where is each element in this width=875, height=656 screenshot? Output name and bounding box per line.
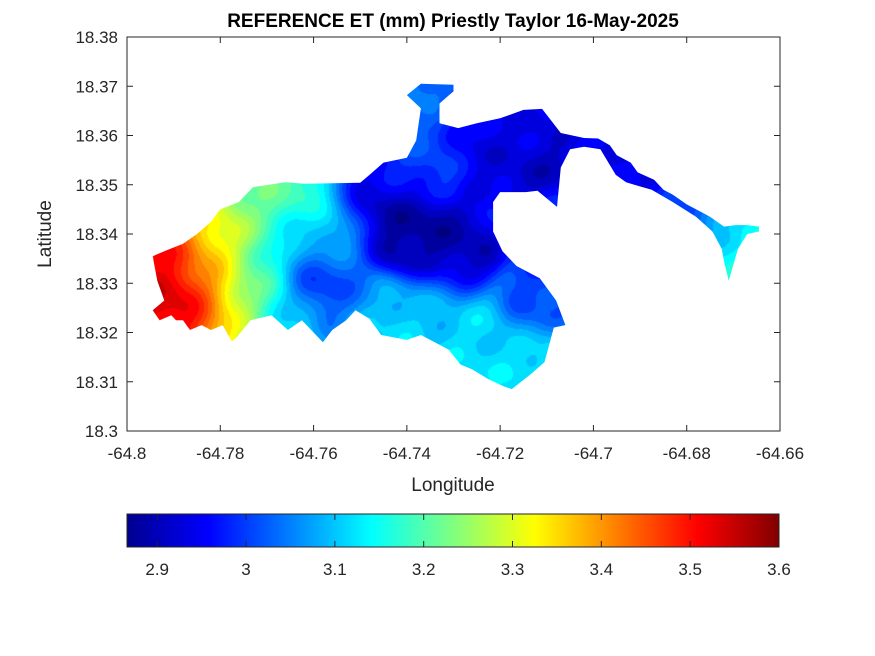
y-tick-label: 18.37	[75, 77, 118, 96]
x-tick-label: -64.68	[663, 444, 711, 463]
colorbar-tick-label: 3.6	[767, 560, 791, 579]
x-tick-label: -64.78	[196, 444, 244, 463]
y-tick-label: 18.36	[75, 127, 118, 146]
colorbar-gradient	[126, 513, 780, 548]
colorbar-tick-label: 3.1	[323, 560, 347, 579]
x-axis-ticks: -64.8 -64.78 -64.76 -64.74 -64.72 -64.7 -64.68…	[108, 37, 804, 463]
colorbar-tick-label: 3.3	[501, 560, 525, 579]
colorbar-tick-label: 3	[241, 560, 250, 579]
colorbar-tick-label: 3.4	[590, 560, 614, 579]
colorbar-ticks: 2.9 3 3.1 3.2 3.3 3.4 3.5 3.6	[145, 514, 791, 579]
x-axis-label: Longitude	[411, 475, 494, 496]
y-tick-label: 18.38	[75, 28, 118, 47]
x-tick-label: -64.66	[756, 444, 804, 463]
map-title: REFERENCE ET (mm) Priestly Taylor 16-May…	[227, 11, 679, 32]
y-tick-label: 18.33	[75, 274, 118, 293]
y-axis-label: Latitude	[35, 200, 56, 268]
x-tick-label: -64.72	[476, 444, 524, 463]
colorbar-tick-label: 2.9	[145, 560, 169, 579]
y-tick-label: 18.35	[75, 176, 118, 195]
x-tick-label: -64.8	[108, 444, 147, 463]
colorbar-tick-label: 3.5	[678, 560, 702, 579]
x-tick-label: -64.76	[289, 444, 337, 463]
y-tick-label: 18.31	[75, 373, 118, 392]
y-tick-label: 18.34	[75, 225, 118, 244]
y-tick-label: 18.32	[75, 324, 118, 343]
y-axis-ticks: 18.3 18.31 18.32 18.33 18.34 18.35 18.36 18.37 1…	[75, 28, 780, 441]
map-axes: -64.8 -64.78 -64.76 -64.74 -64.72 -64.7 -64.68…	[35, 28, 804, 496]
colorbar: 2.9 3 3.1 3.2 3.3 3.4 3.5 3.6	[126, 513, 791, 579]
x-tick-label: -64.74	[383, 444, 431, 463]
colorbar-tick-label: 3.2	[412, 560, 436, 579]
y-tick-label: 18.3	[85, 422, 118, 441]
x-tick-label: -64.7	[574, 444, 613, 463]
